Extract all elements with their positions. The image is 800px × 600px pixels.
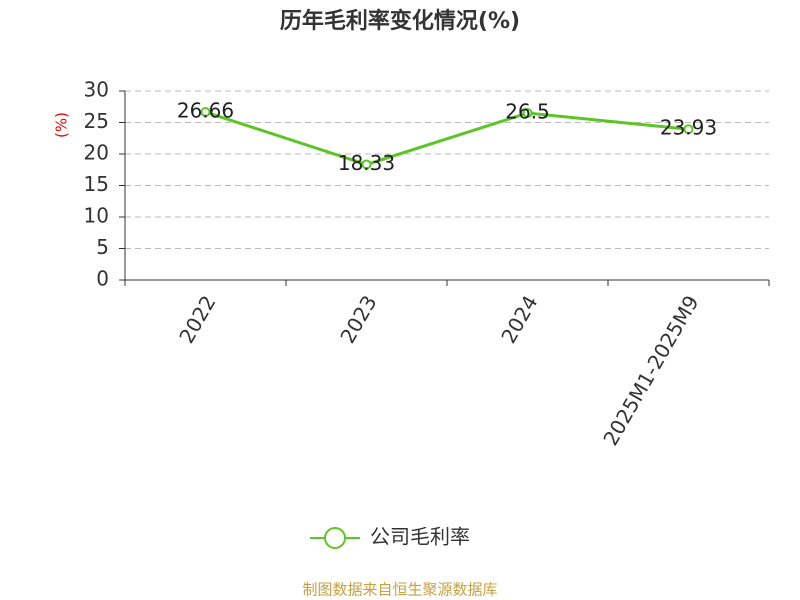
y-tick-label: 25 [84,109,109,133]
y-axis-label: (%) [53,112,71,138]
y-tick-label: 5 [96,235,109,259]
legend-label: 公司毛利率 [370,525,470,549]
chart-title: 历年毛利率变化情况(%) [280,8,520,34]
x-tick-label: 2024 [496,291,542,347]
point [361,159,372,170]
data-label: 26.5 [505,100,550,124]
x-tick-label: 2023 [335,291,381,347]
point [522,108,533,119]
y-tick-label: 10 [84,204,109,228]
x-tick-label: 2022 [174,291,220,347]
y-tick-label: 20 [84,141,109,165]
point [683,124,694,135]
data-label: 18.33 [338,151,395,175]
data-label: 23.93 [660,116,717,140]
point [200,107,211,118]
data-label: 26.66 [177,99,234,123]
line [205,110,689,167]
y-tick-label: 30 [84,78,109,102]
y-tick-label: 0 [96,267,109,291]
source-note: 制图数据来自恒生聚源数据库 [302,581,497,599]
legend-marker [324,527,346,549]
x-tick-label: 2025M1-2025M9 [598,291,703,449]
y-tick-label: 15 [84,172,109,196]
